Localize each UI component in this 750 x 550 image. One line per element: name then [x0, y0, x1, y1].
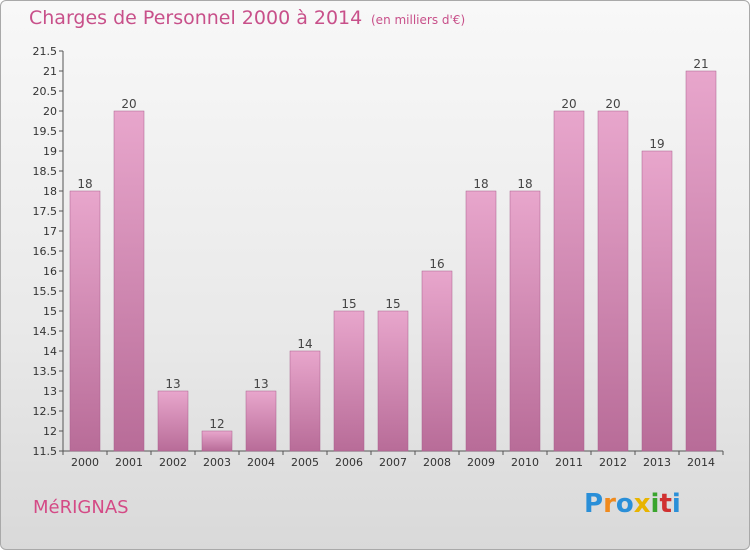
x-tick-label: 2011 — [555, 456, 583, 469]
value-label-2003: 12 — [209, 417, 224, 431]
bar-2012 — [597, 110, 629, 452]
bar-2000 — [69, 190, 101, 452]
y-tick-label: 17.5 — [33, 205, 58, 218]
y-tick-label: 12 — [43, 425, 57, 438]
logo-letter: i — [650, 489, 660, 519]
x-tick-label: 2012 — [599, 456, 627, 469]
commune-name: MéRIGNAS — [33, 497, 129, 518]
value-label-2006: 15 — [341, 297, 356, 311]
logo-letter: o — [615, 489, 634, 519]
x-tick-label: 2014 — [687, 456, 715, 469]
logo-letter: r — [603, 489, 616, 519]
x-tick-label: 2008 — [423, 456, 451, 469]
x-tick-label: 2013 — [643, 456, 671, 469]
bar-2001 — [113, 110, 145, 452]
y-tick-label: 17 — [43, 225, 57, 238]
value-label-2010: 18 — [517, 177, 532, 191]
x-tick-label: 2003 — [203, 456, 231, 469]
value-label-2004: 13 — [253, 377, 268, 391]
y-tick-label: 20 — [43, 105, 57, 118]
y-axis: 11.5 12 12.5 13 13.5 14 14.5 15 15.5 16 16.5 17 17.5… — [33, 45, 64, 458]
bar-2005 — [289, 350, 321, 452]
value-label-2008: 16 — [429, 257, 444, 271]
bar-2009 — [465, 190, 497, 452]
y-tick-label: 14.5 — [33, 325, 58, 338]
chart-subtitle: (en milliers d'€) — [371, 13, 466, 27]
x-tick-label: 2000 — [71, 456, 99, 469]
value-label-2011: 20 — [561, 97, 576, 111]
logo-letter: t — [659, 489, 672, 519]
y-tick-label: 15 — [43, 305, 57, 318]
y-tick-label: 20.5 — [33, 85, 58, 98]
y-tick-label: 19.5 — [33, 125, 58, 138]
bar-2014 — [685, 70, 717, 452]
y-tick-label: 12.5 — [33, 405, 58, 418]
y-tick-label: 19 — [43, 145, 57, 158]
bar-2007 — [377, 310, 409, 452]
y-tick-label: 21.5 — [33, 45, 58, 58]
logo-letter: P — [584, 489, 604, 519]
y-tick-label: 16 — [43, 265, 57, 278]
y-tick-label: 14 — [43, 345, 57, 358]
bars-group: 18 20 13 12 13 14 15 15 16 18 18 20 20 19 21 — [69, 57, 717, 452]
x-tick-label: 2002 — [159, 456, 187, 469]
y-tick-label: 16.5 — [33, 245, 58, 258]
bar-2013 — [641, 150, 673, 452]
y-tick-label: 15.5 — [33, 285, 58, 298]
y-tick-label: 13.5 — [33, 365, 58, 378]
y-tick-label: 11.5 — [33, 445, 58, 458]
x-tick-label: 2010 — [511, 456, 539, 469]
y-tick-label: 13 — [43, 385, 57, 398]
logo-letter: i — [671, 489, 681, 519]
bar-2010 — [509, 190, 541, 452]
value-label-2007: 15 — [385, 297, 400, 311]
x-tick-label: 2001 — [115, 456, 143, 469]
x-tick-label: 2007 — [379, 456, 407, 469]
value-label-2014: 21 — [693, 57, 708, 71]
value-label-2013: 19 — [649, 137, 664, 151]
value-label-2012: 20 — [605, 97, 620, 111]
y-tick-label: 18 — [43, 185, 57, 198]
x-tick-label: 2009 — [467, 456, 495, 469]
value-label-2000: 18 — [77, 177, 92, 191]
bar-2002 — [157, 390, 189, 452]
bar-2011 — [553, 110, 585, 452]
value-label-2009: 18 — [473, 177, 488, 191]
bar-2003 — [201, 430, 233, 452]
x-tick-label: 2005 — [291, 456, 319, 469]
x-tick-label: 2006 — [335, 456, 363, 469]
x-tick-label: 2004 — [247, 456, 275, 469]
bar-2006 — [333, 310, 365, 452]
value-label-2002: 13 — [165, 377, 180, 391]
bar-2008 — [421, 270, 453, 452]
value-label-2001: 20 — [121, 97, 136, 111]
x-axis: 2000 2001 2002 2003 2004 2005 2006 2007 2008 2009… — [62, 450, 724, 469]
value-label-2005: 14 — [297, 337, 312, 351]
bar-2004 — [245, 390, 277, 452]
y-tick-label: 21 — [43, 65, 57, 78]
y-tick-label: 18.5 — [33, 165, 58, 178]
logo-letter: x — [633, 489, 651, 519]
proxiti-logo: Proxiti — [584, 489, 681, 519]
chart-title: Charges de Personnel 2000 à 2014 — [29, 7, 363, 29]
